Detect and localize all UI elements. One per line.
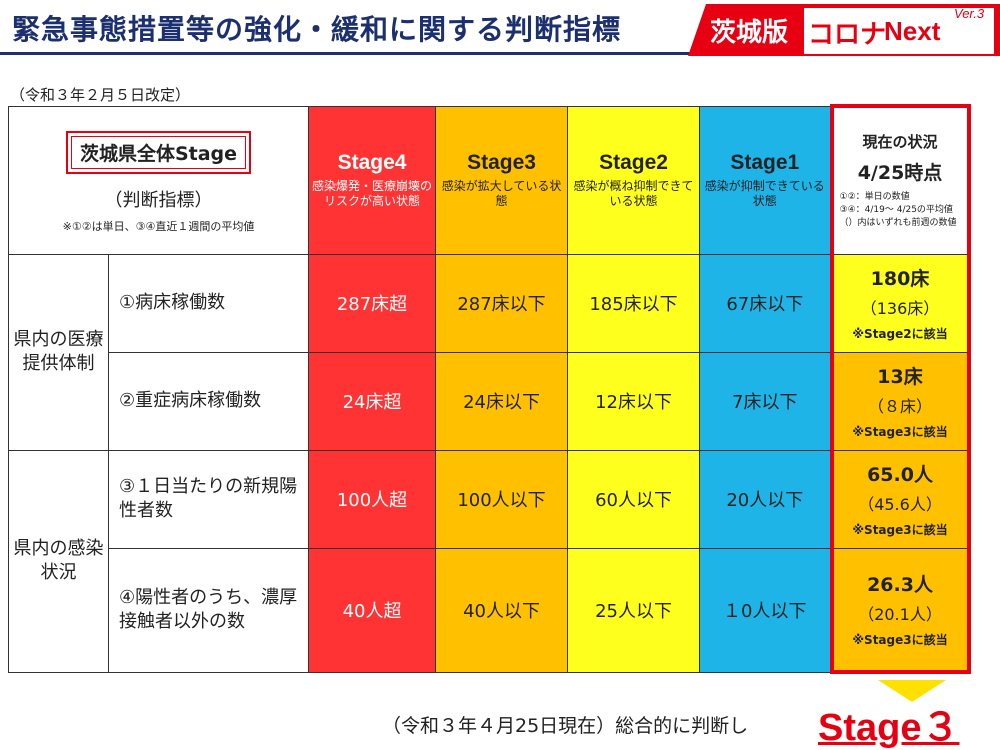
stage2-cell: 25人以下 (567, 547, 701, 673)
table-row: ④陽性者のうち、濃厚接触者以外の数 40人超 40人以下 25人以下 １0人以下… (9, 547, 971, 674)
stage1-cell: 67床以下 (699, 253, 833, 353)
stage3-cell: 40人以下 (435, 547, 569, 673)
final-stage-label: Stage３ (818, 707, 960, 749)
stage2-cell: 60人以下 (567, 449, 701, 549)
stage2-cell: 12床以下 (567, 351, 701, 451)
stage-criteria-table: 茨城県全体Stage （判断指標） ※①②は単日、③④直近１週間の平均値 Sta… (7, 104, 971, 674)
group-medical: 県内の医療提供体制 (8, 253, 109, 451)
current-cell: 13床 （８床） ※Stage3に該当 (829, 351, 971, 451)
stage3-cell: 100人以下 (435, 449, 569, 549)
page-title: 緊急事態措置等の強化・緩和に関する判断指標 (12, 13, 622, 46)
stage4-cell: 287床超 (308, 253, 437, 353)
brand-corona-text: コロナ (808, 20, 887, 50)
stage1-cell: 20人以下 (699, 449, 833, 549)
conclusion-text: （令和３年４月25日現在）総合的に判断し (382, 715, 749, 737)
stage4-cell: 24床超 (308, 351, 437, 451)
header: 緊急事態措置等の強化・緩和に関する判断指標 茨城版 コロナ Next Ver.3 (0, 0, 1000, 62)
brand-version: Ver.3 (954, 6, 985, 21)
table-header-row: 茨城県全体Stage （判断指標） ※①②は単日、③④直近１週間の平均値 Sta… (7, 104, 971, 255)
table-row: ②重症病床稼働数 24床超 24床以下 12床以下 7床以下 13床 （８床） … (9, 351, 971, 451)
stage1-cell: １0人以下 (699, 547, 833, 673)
group-infection: 県内の感染状況 (8, 449, 109, 673)
corner-cell: 茨城県全体Stage （判断指標） ※①②は単日、③④直近１週間の平均値 (7, 105, 310, 255)
stage2-header: Stage2 感染が概ね抑制できている状態 (567, 105, 701, 255)
indicator-label: ②重症病床稼働数 (107, 351, 310, 451)
stage4-cell: 40人超 (308, 547, 437, 673)
current-cell: 180床 （136床） ※Stage2に該当 (829, 253, 971, 353)
stage3-cell: 24床以下 (435, 351, 569, 451)
stage2-cell: 185床以下 (567, 253, 701, 353)
stage4-cell: 100人超 (308, 449, 437, 549)
stage4-header: Stage4 感染爆発・医療崩壊のリスクが高い状態 (308, 105, 437, 255)
down-arrow-icon (878, 680, 946, 702)
table-row: 県内の感染状況 ③１日当たりの新規陽性者数 100人超 100人以下 60人以下… (8, 449, 971, 673)
brand-box: コロナ Next Ver.3 (804, 6, 994, 54)
revision-date: （令和３年２月５日改定） (10, 86, 191, 104)
current-status-header: 現在の状況 4/25時点 ①②：単日の数値 ③④：4/19～ 4/25の平均値 … (829, 104, 971, 255)
brand-next-text: Next (884, 16, 941, 46)
criteria-note: ※①②は単日、③④直近１週間の平均値 (62, 219, 255, 233)
table-row: 県内の医療提供体制 ①病床稼働数 287床超 287床以下 185床以下 67床… (8, 253, 971, 451)
indicator-label: ④陽性者のうち、濃厚接触者以外の数 (107, 547, 310, 673)
indicator-label: ①病床稼働数 (107, 253, 310, 353)
stage3-header: Stage3 感染が拡大している状態 (435, 105, 569, 255)
current-cell: 26.3人 （20.1人） ※Stage3に該当 (829, 547, 971, 674)
brand-logo: 茨城版 コロナ Next Ver.3 (688, 4, 1000, 56)
criteria-subtitle: （判断指標） (104, 189, 213, 211)
stage1-cell: 7床以下 (699, 351, 833, 451)
prefecture-stage-badge: 茨城県全体Stage (65, 130, 252, 174)
brand-left-text: 茨城版 (710, 18, 789, 48)
current-cell: 65.0人 （45.6人） ※Stage3に該当 (829, 449, 971, 549)
stage1-header: Stage1 感染が抑制できている状態 (699, 105, 833, 255)
indicator-label: ③１日当たりの新規陽性者数 (107, 449, 310, 549)
title-underline (0, 52, 700, 55)
stage3-cell: 287床以下 (435, 253, 569, 353)
